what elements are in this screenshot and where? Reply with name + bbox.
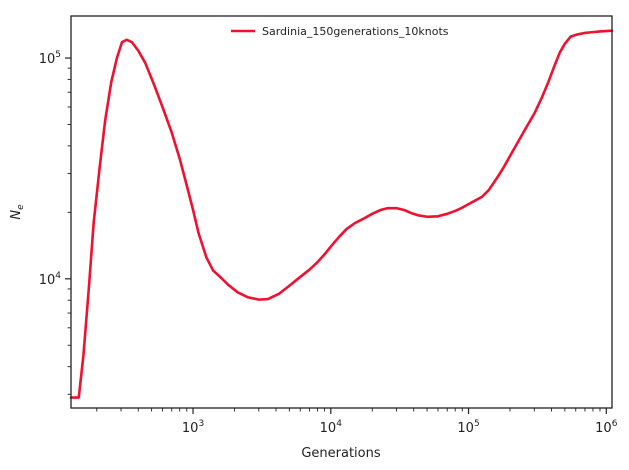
x-tick-label: 103: [182, 419, 204, 436]
y-axis-label-symbol: N: [9, 210, 24, 220]
tick-labels: 103 104 105 106 104 105: [39, 50, 618, 436]
legend-label: Sardinia_150generations_10knots: [262, 25, 449, 38]
x-axis-label: Generations: [301, 446, 381, 461]
plot-area-frame: [70, 15, 613, 409]
y-tick-label: 104: [39, 271, 62, 288]
legend: Sardinia_150generations_10knots: [231, 25, 449, 38]
y-axis-label-subscript: e: [16, 204, 26, 210]
x-tick-label: 106: [595, 419, 618, 436]
y-tick-label: 105: [39, 50, 61, 67]
x-tick-label: 104: [320, 419, 343, 436]
major-ticks: [65, 57, 607, 414]
x-tick-label: 105: [457, 419, 479, 436]
y-axis-label: Ne: [9, 204, 26, 220]
series-line-0: [69, 29, 614, 399]
series-layer: [69, 29, 614, 399]
